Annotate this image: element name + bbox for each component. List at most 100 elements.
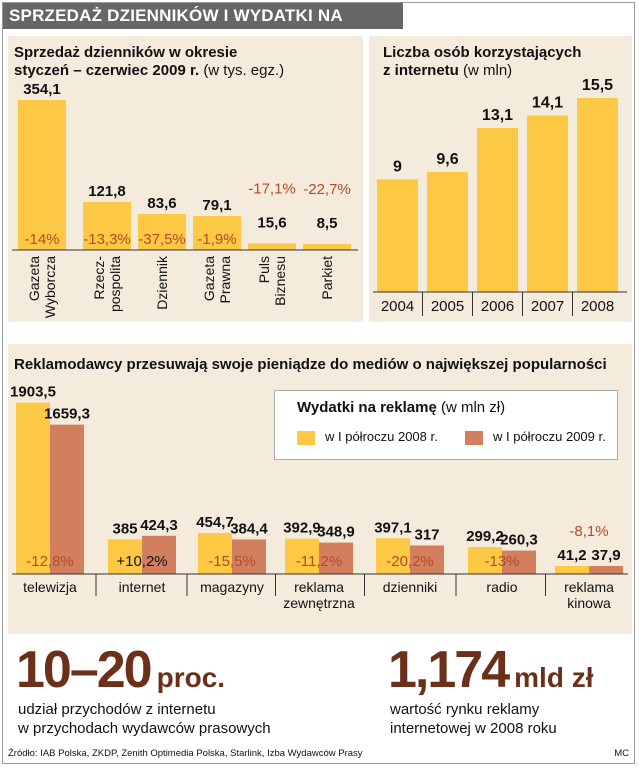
- change-label-4: -20,2%: [386, 553, 434, 570]
- category-label-0-0: telewizja: [23, 579, 77, 595]
- value-label-2008-1: 385: [112, 520, 137, 537]
- category-label-1: 2005: [431, 298, 464, 315]
- value-label-3: 14,1: [532, 95, 563, 112]
- change-label-1: -13,3%: [83, 231, 131, 248]
- change-label-0: -12,8%: [26, 553, 74, 570]
- category-label-1-1: pospolita: [107, 256, 123, 312]
- bar-2008-1: [108, 539, 142, 574]
- category-label-0-1: Wyborcza: [42, 256, 58, 318]
- bar-2: [477, 128, 518, 292]
- bar-2008-4: [376, 538, 410, 574]
- source-note: Źródło: IAB Polska, ZKDP, Zenith Optimed…: [8, 748, 363, 759]
- stat-internet-share-value: 10–20: [16, 641, 153, 699]
- category-label-6-0: reklama: [564, 579, 614, 595]
- bar-2009-1: [142, 535, 176, 574]
- stat-internet-share: 10–20 proc.: [16, 640, 225, 700]
- category-label-4-1: Biznesu: [272, 256, 288, 306]
- stat-internet-share-line2: w przychodach wydawców prasowych: [18, 720, 271, 737]
- change-label-6: -8,1%: [569, 523, 608, 540]
- category-label-1-0: internet: [119, 579, 166, 595]
- ad-spend-legend: Wydatki na reklamę (w mln zł) w I półroc…: [274, 390, 618, 460]
- legend-title-text: Wydatki na reklamę: [297, 399, 437, 416]
- change-label-2: -15,5%: [208, 553, 256, 570]
- stat-internet-share-line1: udział przychodów z internetu: [18, 701, 216, 718]
- value-label-1: 9,6: [436, 151, 458, 168]
- bar-2009-6: [589, 566, 623, 574]
- change-label-0: -14%: [24, 231, 59, 248]
- value-label-1: 121,8: [88, 183, 126, 200]
- bar-2009-0: [50, 424, 84, 574]
- category-label-2-0: magazyny: [200, 579, 264, 595]
- bar-2009-5: [502, 550, 536, 574]
- bar-1: [427, 171, 468, 292]
- category-label-4-0: Puls: [256, 256, 272, 283]
- value-label-2009-4: 317: [414, 526, 439, 543]
- bar-0: [377, 179, 418, 292]
- value-label-4: 15,6: [257, 214, 286, 231]
- category-label-4: 2008: [581, 298, 614, 315]
- bar-4: [248, 243, 296, 250]
- legend-item-2008: w I półroczu 2008 r.: [297, 429, 438, 445]
- value-label-2: 83,6: [147, 195, 176, 212]
- category-label-0-0: Gazeta: [26, 256, 42, 301]
- bar-2008-0: [16, 402, 50, 574]
- value-label-3: 79,1: [202, 197, 231, 214]
- category-label-0: 2004: [381, 298, 414, 315]
- ad-spend-chart: 1903,5 1659,3 -12,8% telewizja 385 424,3 +10,2…: [10, 384, 628, 611]
- value-label-2009-1: 424,3: [140, 517, 178, 534]
- stat-internet-market-desc: wartość rynku reklamy internetowej w 200…: [390, 700, 557, 738]
- legend-label-2009: w I półroczu 2009 r.: [493, 429, 606, 444]
- category-label-3-1: Prawna: [217, 256, 233, 304]
- credit-note: MC: [614, 748, 629, 759]
- category-label-3-0: Gazeta: [201, 256, 217, 301]
- category-label-5-0: Parkiet: [319, 256, 335, 300]
- internet-users-unit: (w mln): [463, 62, 513, 79]
- value-label-2008-4: 397,1: [374, 519, 412, 536]
- category-label-4-0: dzienniki: [383, 579, 437, 595]
- value-label-2: 13,1: [482, 107, 513, 124]
- legend-label-2008: w I półroczu 2008 r.: [325, 429, 438, 444]
- value-label-4: 15,5: [582, 77, 613, 94]
- value-label-2008-6: 41,2: [557, 547, 586, 564]
- newspaper-sales-panel: [8, 36, 363, 322]
- value-label-5: 8,5: [317, 215, 338, 232]
- change-label-5: -13%: [484, 553, 519, 570]
- value-label-2009-6: 37,9: [591, 547, 620, 564]
- stat-internet-market-unit: mld zł: [514, 662, 594, 693]
- legend-item-2009: w I półroczu 2009 r.: [465, 429, 606, 445]
- value-label-2008-3: 392,9: [283, 520, 321, 537]
- stat-internet-market-line2: internetowej w 2008 roku: [390, 720, 557, 737]
- value-label-2009-0: 1659,3: [44, 406, 90, 423]
- category-label-5-0: radio: [486, 579, 517, 595]
- internet-users-title-line2: z internetu: [383, 62, 459, 79]
- bar-2008-3: [285, 538, 319, 574]
- legend-swatch-2008: [297, 430, 315, 445]
- value-label-0: 354,1: [23, 81, 61, 98]
- bar-2009-4: [410, 545, 444, 574]
- newspaper-sales-title-line1: Sprzedaż dzienników w okresie: [14, 44, 238, 61]
- category-label-3-0: reklama: [294, 579, 344, 595]
- change-label-4: -17,1%: [248, 180, 296, 197]
- stat-internet-market: 1,174 mld zł: [388, 640, 593, 700]
- category-label-1-0: Rzecz-: [91, 256, 107, 300]
- change-label-1: +10,2%: [116, 553, 167, 570]
- stat-internet-market-value: 1,174: [388, 641, 510, 699]
- value-label-2008-2: 454,7: [196, 514, 234, 531]
- bar-2: [138, 214, 186, 250]
- value-label-2008-0: 1903,5: [10, 384, 56, 401]
- page-title: SPRZEDAŻ DZIENNIKÓW I WYDATKI NA REKLAMĘ: [3, 3, 403, 51]
- change-label-3: -1,9%: [197, 231, 236, 248]
- newspaper-sales-unit: (w tys. egz.): [203, 62, 285, 79]
- category-label-2-0: Dziennik: [154, 255, 170, 310]
- value-label-0: 9: [393, 158, 402, 175]
- bar-2009-3: [319, 542, 353, 574]
- category-label-3: 2007: [531, 298, 564, 315]
- bar-3: [193, 216, 241, 250]
- newspaper-sales-title-line2: styczeń – czerwiec 2009 r.: [14, 62, 200, 79]
- bar-2008-6: [555, 566, 589, 574]
- internet-users-title-line1: Liczba osób korzystających: [383, 44, 582, 61]
- bar-5: [303, 244, 351, 250]
- category-label-2: 2006: [481, 298, 514, 315]
- newspaper-sales-chart: 354,1-14%Gazeta Wyborcza121,8-13,3%Rzecz-…: [12, 81, 358, 318]
